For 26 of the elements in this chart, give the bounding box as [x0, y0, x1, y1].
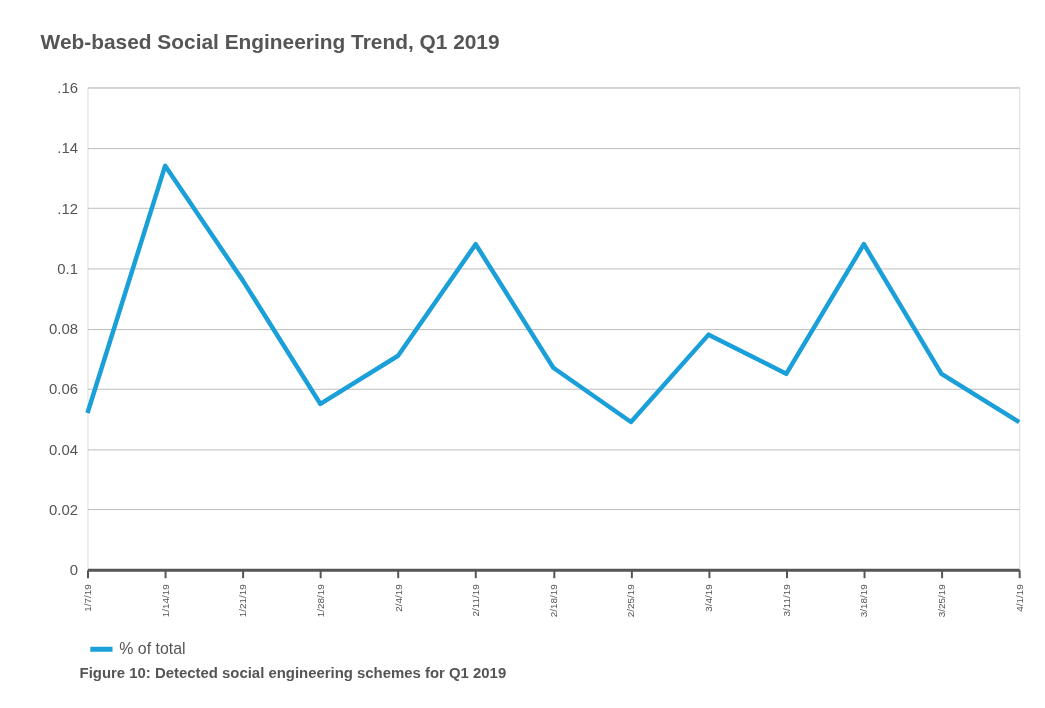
x-tick-label: 1/7/19: [81, 583, 93, 612]
y-tick-label: 0.08: [49, 321, 79, 338]
y-tick-label: .12: [57, 200, 79, 217]
x-tick-label: 2/4/19: [392, 583, 404, 612]
x-tick-label: 3/25/19: [935, 583, 947, 618]
x-tick-label: 2/11/19: [470, 583, 482, 617]
caption: Figure 10: Detected social engineering schemes for Q1 2019: [79, 665, 507, 682]
y-tick-label: .16: [57, 79, 79, 96]
x-tick-label: 3/11/19: [780, 583, 792, 617]
y-tick-label: .14: [57, 140, 79, 157]
legend-label: % of total: [119, 640, 186, 658]
x-tick-label: 1/28/19: [314, 583, 326, 618]
y-tick-label: 0.02: [49, 501, 79, 518]
y-tick-label: 0.04: [49, 441, 79, 458]
x-tick-label: 4/1/19: [1013, 583, 1025, 612]
x-tick-label: 1/14/19: [159, 583, 171, 618]
x-tick-label: 3/18/19: [858, 583, 870, 618]
y-tick-label: 0.06: [49, 381, 79, 398]
chart-title: Web-based Social Engineering Trend, Q1 2019: [40, 29, 500, 53]
x-tick-label: 3/4/19: [703, 583, 715, 612]
x-tick-label: 1/21/19: [237, 583, 249, 618]
y-tick-label: 0: [69, 562, 79, 579]
y-tick-label: 0.1: [57, 260, 79, 277]
x-tick-label: 2/18/19: [547, 583, 559, 618]
x-tick-label: 2/25/19: [625, 583, 637, 618]
line-series: [85, 163, 1022, 425]
